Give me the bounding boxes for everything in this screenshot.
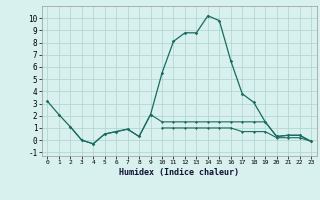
X-axis label: Humidex (Indice chaleur): Humidex (Indice chaleur) <box>119 168 239 177</box>
